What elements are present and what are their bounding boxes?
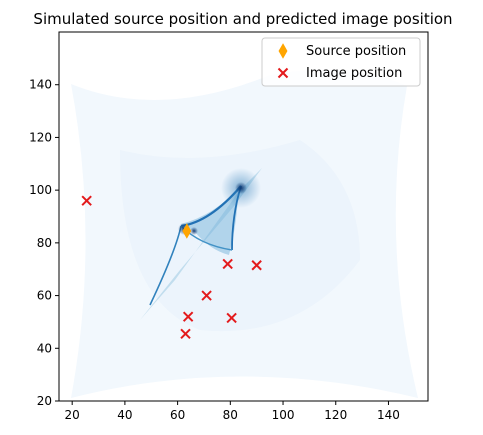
- legend-entry-source: Source position: [278, 43, 406, 59]
- x-tick-label: 100: [272, 408, 295, 422]
- legend-marker-source: [278, 43, 288, 59]
- x-tick-label: 20: [65, 408, 80, 422]
- image-position-marker: [226, 312, 237, 324]
- y-tick-label: 80: [37, 236, 52, 250]
- image-position-marker: [182, 311, 194, 322]
- x-axis: 20 40 60 80 100 120 140: [65, 401, 400, 422]
- x-tick-label: 40: [117, 408, 132, 422]
- image-position-marker: [251, 260, 262, 271]
- image-position-marker: [180, 328, 191, 339]
- y-tick-label: 100: [29, 183, 52, 197]
- caustic-cusp-upper: [235, 182, 247, 194]
- y-tick-label: 120: [29, 130, 52, 144]
- legend-label-image: Image position: [306, 66, 402, 81]
- legend: Source position Image position: [261, 37, 421, 87]
- x-tick-label: 80: [223, 408, 238, 422]
- legend-marker-image: [277, 67, 289, 79]
- x-tick-label: 120: [324, 408, 347, 422]
- image-position-marker: [222, 258, 233, 270]
- y-tick-label: 140: [29, 78, 52, 92]
- legend-entry-image: Image position: [277, 66, 402, 81]
- y-tick-label: 60: [37, 289, 52, 303]
- x-tick-label: 60: [170, 408, 185, 422]
- source-position-marker: [182, 223, 192, 239]
- markers: [81, 195, 262, 339]
- y-tick-label: 20: [37, 394, 52, 408]
- image-position-marker: [201, 290, 212, 301]
- chart-title: Simulated source position and predicted …: [33, 10, 452, 28]
- axes-frame: [58, 31, 429, 402]
- x-tick-label: 140: [377, 408, 400, 422]
- y-tick-label: 40: [37, 341, 52, 355]
- intensity-inner: [120, 140, 360, 332]
- legend-label-source: Source position: [306, 44, 406, 59]
- legend-box: [261, 37, 421, 87]
- caustic-cusp-mid: [190, 227, 198, 235]
- y-axis: 20 40 60 80 100 120 140: [29, 78, 59, 408]
- image-position-marker: [81, 195, 92, 206]
- plot-area: [59, 32, 428, 401]
